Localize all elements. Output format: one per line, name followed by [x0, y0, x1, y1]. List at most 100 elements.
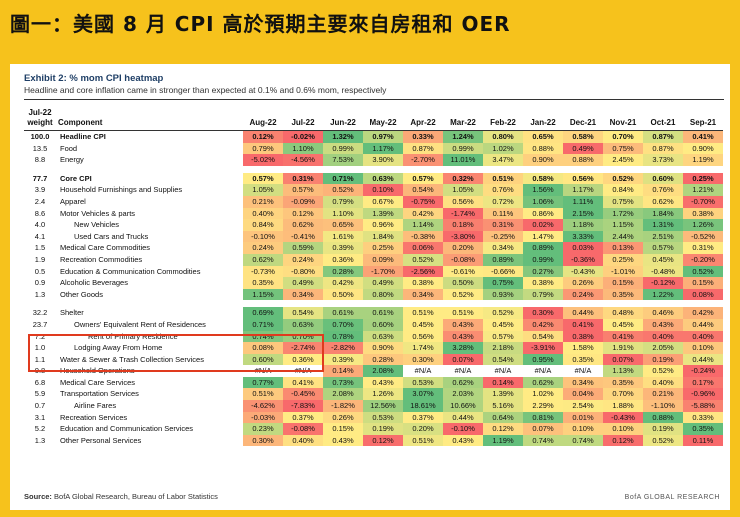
heatmap-row: 5.2 Education and Communication Services 0… — [24, 423, 723, 435]
heat-cell: 1.18% — [563, 219, 603, 231]
heat-cell: 0.90% — [683, 142, 723, 155]
heat-cell: #N/A — [403, 365, 443, 377]
heat-cell: 0.44% — [683, 353, 723, 366]
heat-cell: 1.58% — [563, 342, 603, 354]
component-label: Used Cars and Trucks — [74, 231, 149, 241]
heat-cell: -2.70% — [403, 154, 443, 166]
heat-cell: 0.38% — [563, 330, 603, 343]
heat-cell: 1.39% — [483, 388, 523, 401]
weight-header-line: Jul-22 — [28, 108, 52, 117]
heat-cell: 0.70% — [283, 330, 323, 343]
heat-cell: 3.07% — [403, 388, 443, 401]
heat-cell: 0.41% — [603, 330, 643, 343]
heat-cell: 0.40% — [643, 330, 683, 343]
heat-cell: 1.05% — [243, 184, 283, 196]
heat-cell: 0.41% — [283, 376, 323, 389]
heat-cell: 0.75% — [603, 142, 643, 155]
heat-cell: 0.56% — [443, 195, 483, 208]
heat-cell: -0.02% — [283, 130, 323, 143]
heat-cell: 1.02% — [483, 142, 523, 155]
heat-cell: 0.35% — [563, 353, 603, 366]
shelter-highlight-box — [28, 334, 324, 372]
heat-cell: 2.51% — [643, 230, 683, 243]
heat-cell: 0.40% — [243, 207, 283, 220]
source-note: Source: BofA Global Research, Bureau of … — [24, 492, 218, 501]
weight-cell: 2.4 — [34, 196, 46, 206]
heat-cell: 0.57% — [283, 184, 323, 196]
heat-cell: 0.17% — [683, 376, 723, 389]
heat-cell: 0.20% — [403, 423, 443, 435]
component-label: Transportation Services — [60, 389, 139, 399]
heat-cell: 0.96% — [363, 219, 403, 231]
heat-cell: 1.84% — [363, 230, 403, 243]
heat-cell: 0.43% — [363, 376, 403, 389]
heat-cell: 0.78% — [323, 330, 363, 343]
heat-cell: 1.10% — [283, 142, 323, 155]
heat-cell: 0.01% — [563, 411, 603, 424]
heat-cell: 0.52% — [683, 265, 723, 278]
heat-cell: 0.31% — [483, 219, 523, 231]
weight-cell: 1.1 — [34, 354, 46, 364]
heat-cell: 0.07% — [443, 353, 483, 366]
column-header: Dec-21 — [563, 108, 603, 131]
heat-cell: 0.69% — [243, 307, 283, 319]
heat-cell: 2.05% — [643, 342, 683, 354]
heat-cell: 0.40% — [643, 376, 683, 389]
heat-cell: 0.51% — [483, 172, 523, 185]
heat-cell: 1.24% — [443, 130, 483, 143]
heat-cell: 0.44% — [683, 318, 723, 331]
heat-cell: 0.57% — [403, 172, 443, 185]
heat-cell: 0.33% — [403, 130, 443, 143]
heat-cell: 0.65% — [523, 130, 563, 143]
heat-cell: 0.99% — [443, 142, 483, 155]
heat-cell: -1.82% — [323, 400, 363, 412]
component-label: Other Goods — [60, 289, 103, 299]
heat-cell: 0.12% — [363, 434, 403, 447]
column-header: Jul-22 — [283, 108, 323, 131]
weight-cell: 1.3 — [34, 289, 46, 299]
heatmap-row: 1.3 Other Goods 1.15% 0.34% 0.50% 0.80% 0.34% 0… — [24, 288, 723, 301]
heat-cell: 0.10% — [603, 423, 643, 435]
component-label: New Vehicles — [74, 220, 120, 230]
heat-cell: 0.62% — [643, 195, 683, 208]
weight-header: Jul-22 weight — [24, 108, 56, 131]
heat-cell: 0.43% — [443, 318, 483, 331]
heat-cell: 0.35% — [243, 277, 283, 289]
heat-cell: -0.09% — [283, 195, 323, 208]
heat-cell: 0.84% — [243, 219, 283, 231]
heat-cell: 1.61% — [323, 230, 363, 243]
component-label: Shelter — [60, 308, 84, 318]
heat-cell: 0.81% — [523, 411, 563, 424]
heat-cell: #N/A — [443, 365, 483, 377]
heat-cell: 0.54% — [483, 353, 523, 366]
heat-cell: 0.64% — [483, 411, 523, 424]
heat-cell: -0.48% — [643, 265, 683, 278]
heat-cell: 1.02% — [523, 388, 563, 401]
weight-cell: 3.9 — [34, 185, 46, 195]
heat-cell: 0.84% — [603, 184, 643, 196]
heat-cell: 3.90% — [363, 154, 403, 166]
heat-cell: 0.15% — [603, 277, 643, 289]
heat-cell: -2.56% — [403, 265, 443, 278]
heat-cell: 0.52% — [643, 434, 683, 447]
heat-cell: 0.21% — [643, 388, 683, 401]
heat-cell: 2.08% — [323, 388, 363, 401]
heat-cell: 0.46% — [643, 307, 683, 319]
heat-cell: 0.51% — [443, 307, 483, 319]
heat-cell: 0.08% — [243, 342, 283, 354]
heat-cell: 0.77% — [243, 376, 283, 389]
heat-cell: -0.43% — [603, 411, 643, 424]
heatmap-row: 1.1 Water & Sewer & Trash Collection Serv… — [24, 353, 723, 366]
heat-cell: 0.79% — [323, 195, 363, 208]
heat-cell: #N/A — [563, 365, 603, 377]
heatmap-row: 0.9 Alcoholic Beverages 0.35% 0.49% 0.42% 0.4… — [24, 277, 723, 289]
heat-cell: 0.72% — [483, 195, 523, 208]
heat-cell: 0.58% — [523, 172, 563, 185]
heat-cell: 0.76% — [483, 184, 523, 196]
heatmap-row: 0.7 Airline Fares -4.62% -7.83% -1.82% 12.56%… — [24, 400, 723, 412]
weight-cell: 23.7 — [32, 319, 48, 329]
heat-cell: 0.44% — [563, 307, 603, 319]
heat-cell: 3.33% — [563, 230, 603, 243]
heat-cell: 1.11% — [563, 195, 603, 208]
heat-cell: 1.72% — [603, 207, 643, 220]
